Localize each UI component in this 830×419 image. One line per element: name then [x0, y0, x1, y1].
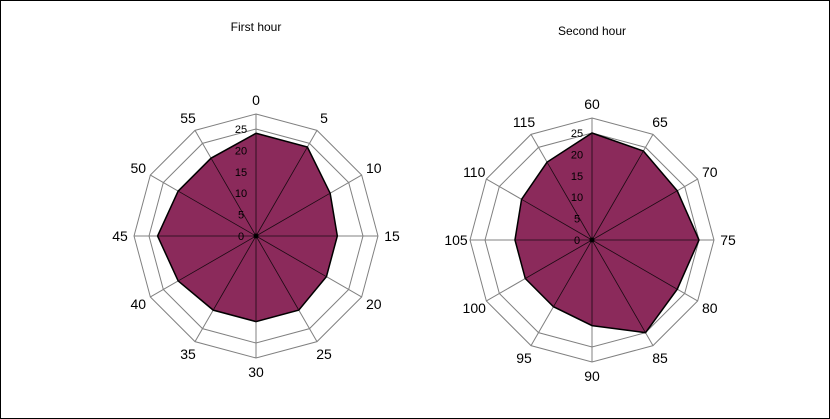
category-label: 95	[516, 350, 532, 366]
data-spoke	[591, 239, 678, 290]
data-spoke	[525, 239, 593, 279]
radial-tick-label: 5	[574, 214, 580, 226]
category-label: 105	[444, 232, 468, 248]
category-label: 100	[463, 300, 487, 316]
category-label: 85	[652, 350, 668, 366]
category-label: 110	[463, 164, 486, 180]
category-label: 40	[130, 296, 146, 312]
radial-tick-label: 10	[571, 192, 583, 204]
data-spoke	[521, 198, 593, 241]
category-label: 45	[112, 228, 128, 244]
center-point	[253, 233, 259, 239]
category-label: 70	[702, 164, 718, 180]
radial-tick-label: 5	[238, 210, 244, 222]
data-spoke	[255, 146, 308, 237]
category-label: 5	[320, 110, 328, 126]
category-label: 50	[130, 160, 146, 176]
radial-tick-label: 20	[235, 145, 247, 157]
category-label: 0	[252, 92, 260, 108]
radial-tick-label: 10	[235, 188, 247, 200]
data-spoke	[177, 190, 257, 237]
data-spoke	[212, 235, 257, 311]
data-spoke	[591, 239, 646, 333]
data-spoke	[255, 192, 331, 237]
data-spoke	[546, 161, 593, 241]
category-label: 35	[180, 346, 196, 362]
category-label: 10	[366, 160, 382, 176]
chart-title: Second hour	[558, 24, 626, 38]
radial-tick-label: 15	[571, 171, 583, 183]
category-label: 75	[720, 232, 736, 248]
category-label: 25	[316, 346, 332, 362]
data-spoke	[553, 239, 593, 307]
data-spoke	[255, 235, 327, 278]
category-label: 30	[248, 364, 264, 380]
data-spoke	[177, 235, 257, 282]
radial-tick-label: 25	[571, 128, 583, 140]
data-spoke	[591, 190, 678, 241]
category-label: 55	[180, 110, 196, 126]
category-label: 90	[584, 368, 600, 384]
radial-tick-label: 25	[235, 124, 247, 136]
center-point	[589, 237, 595, 243]
data-spoke	[210, 157, 257, 237]
category-label: 15	[384, 228, 400, 244]
radial-tick-label: 20	[571, 149, 583, 161]
category-label: 20	[366, 296, 382, 312]
radial-tick-label: 0	[574, 235, 580, 247]
data-spoke	[255, 235, 300, 311]
data-area	[514, 132, 700, 334]
category-label: 60	[584, 96, 600, 112]
radial-tick-label: 0	[238, 231, 244, 243]
radial-tick-label: 15	[235, 167, 247, 179]
chart-title: First hour	[231, 20, 282, 34]
data-spoke	[591, 150, 644, 241]
category-label: 80	[702, 300, 718, 316]
category-label: 115	[513, 114, 536, 130]
category-label: 65	[652, 114, 668, 130]
